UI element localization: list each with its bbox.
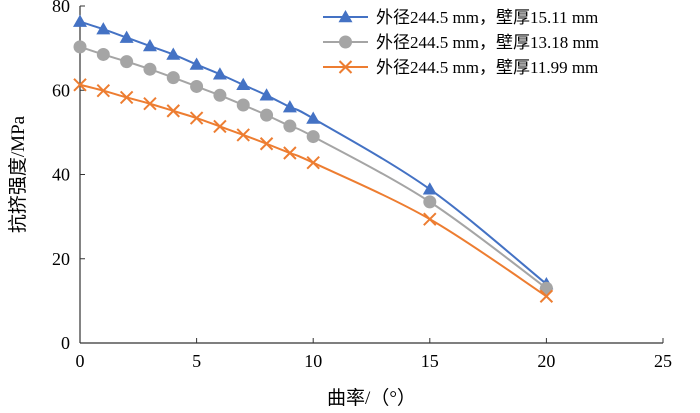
x-tick-label: 15: [421, 351, 439, 371]
data-point-stroke: [283, 146, 297, 160]
data-point: [539, 289, 554, 303]
data-point: [236, 77, 251, 91]
data-point: [423, 212, 437, 226]
series-layer: [73, 14, 554, 303]
data-point: [422, 182, 437, 195]
data-point: [73, 40, 87, 54]
legend-label: 外径244.5 mm，壁厚15.11 mm: [376, 8, 598, 27]
data-point-stroke: [423, 212, 437, 226]
x-axis-title: 曲率/（°）: [327, 387, 416, 409]
x-tick-label: 20: [537, 351, 555, 371]
series-3: [73, 78, 554, 303]
legend-marker: [339, 35, 352, 49]
y-tick-label: 80: [52, 0, 70, 16]
data-point: [96, 47, 110, 61]
legend-marker-stroke: [338, 60, 353, 74]
data-point-stroke: [143, 97, 157, 111]
data-point-stroke: [213, 119, 227, 134]
data-point: [306, 111, 321, 124]
data-point: [283, 119, 297, 133]
data-point: [120, 55, 134, 69]
data-point-stroke: [166, 104, 180, 118]
data-point: [119, 90, 134, 105]
x-tick-label: 5: [192, 351, 201, 371]
legend-item: 外径244.5 mm，壁厚15.11 mm: [323, 8, 598, 27]
data-point: [282, 100, 297, 113]
data-point: [212, 67, 227, 80]
data-point-stroke: [306, 155, 320, 170]
data-point: [189, 111, 204, 125]
data-point: [73, 14, 87, 27]
data-point: [213, 88, 227, 102]
data-point-stroke: [539, 289, 554, 303]
data-point-stroke: [236, 128, 250, 142]
x-tick-label: 10: [304, 351, 322, 371]
data-point: [213, 119, 227, 134]
data-point: [236, 98, 250, 112]
data-point: [423, 195, 437, 209]
data-point-stroke: [119, 90, 134, 105]
data-point: [189, 57, 204, 70]
x-tick-label: 25: [654, 351, 672, 371]
legend: 外径244.5 mm，壁厚15.11 mm 外径244.5 mm，壁厚13.18 …: [323, 8, 599, 77]
x-tick-label: 0: [76, 351, 85, 371]
data-point: [142, 39, 157, 52]
y-tick-label: 20: [52, 249, 70, 269]
data-point: [166, 71, 180, 85]
data-point: [143, 97, 157, 111]
data-point: [260, 108, 274, 122]
y-tick-label: 40: [52, 165, 70, 185]
data-point: [166, 104, 180, 118]
data-point: [259, 137, 274, 151]
series-2: [73, 40, 553, 295]
data-point: [539, 281, 553, 295]
y-tick-label: 0: [61, 333, 70, 353]
data-point-stroke: [96, 83, 111, 98]
y-axis-title: 抗挤强度/MPa: [7, 115, 29, 233]
data-point-stroke: [73, 78, 87, 92]
legend-item: 外径244.5 mm，壁厚11.99 mm: [323, 58, 598, 77]
series-line: [79, 45, 547, 290]
data-point: [259, 88, 274, 101]
data-point: [96, 83, 111, 98]
legend-label: 外径244.5 mm，壁厚13.18 mm: [376, 33, 599, 52]
y-tick-label: 60: [52, 80, 70, 100]
data-point: [119, 30, 134, 43]
data-point: [190, 79, 204, 93]
series-1: [73, 14, 554, 290]
data-point: [166, 47, 181, 60]
data-point: [283, 146, 297, 160]
data-point-stroke: [189, 111, 204, 125]
data-point-stroke: [259, 137, 274, 151]
data-point: [306, 155, 320, 170]
legend-label: 外径244.5 mm，壁厚11.99 mm: [376, 58, 598, 77]
data-point: [143, 62, 157, 76]
data-point: [96, 22, 111, 35]
data-point: [73, 78, 87, 92]
legend-marker: [338, 60, 353, 74]
legend-marker: [338, 10, 353, 23]
data-point: [236, 128, 250, 142]
data-point: [306, 130, 320, 144]
legend-item: 外径244.5 mm，壁厚13.18 mm: [323, 33, 599, 52]
